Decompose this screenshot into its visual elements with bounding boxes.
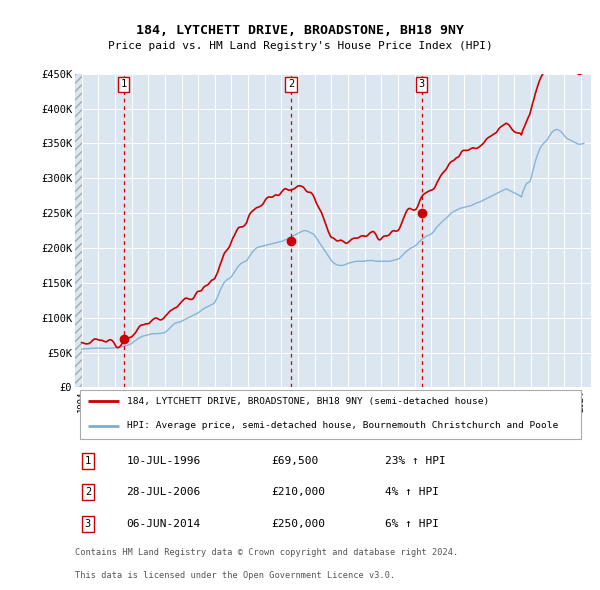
Text: 1: 1 [85, 456, 91, 466]
FancyBboxPatch shape [80, 389, 581, 439]
Text: HPI: Average price, semi-detached house, Bournemouth Christchurch and Poole: HPI: Average price, semi-detached house,… [127, 421, 558, 431]
Text: 2: 2 [288, 79, 294, 89]
Text: £250,000: £250,000 [271, 519, 325, 529]
Text: 28-JUL-2006: 28-JUL-2006 [127, 487, 201, 497]
Text: This data is licensed under the Open Government Licence v3.0.: This data is licensed under the Open Gov… [75, 571, 395, 580]
Text: £69,500: £69,500 [271, 456, 319, 466]
Text: Price paid vs. HM Land Registry's House Price Index (HPI): Price paid vs. HM Land Registry's House … [107, 41, 493, 51]
Text: £210,000: £210,000 [271, 487, 325, 497]
Text: 6% ↑ HPI: 6% ↑ HPI [385, 519, 439, 529]
Bar [75, 74, 82, 388]
Text: 184, LYTCHETT DRIVE, BROADSTONE, BH18 9NY (semi-detached house): 184, LYTCHETT DRIVE, BROADSTONE, BH18 9N… [127, 397, 489, 406]
Text: 06-JUN-2014: 06-JUN-2014 [127, 519, 201, 529]
Text: 184, LYTCHETT DRIVE, BROADSTONE, BH18 9NY: 184, LYTCHETT DRIVE, BROADSTONE, BH18 9N… [136, 24, 464, 37]
Text: 23% ↑ HPI: 23% ↑ HPI [385, 456, 445, 466]
Text: 3: 3 [419, 79, 425, 89]
Text: 10-JUL-1996: 10-JUL-1996 [127, 456, 201, 466]
Text: 3: 3 [85, 519, 91, 529]
Text: 2: 2 [85, 487, 91, 497]
Text: 4% ↑ HPI: 4% ↑ HPI [385, 487, 439, 497]
Text: Contains HM Land Registry data © Crown copyright and database right 2024.: Contains HM Land Registry data © Crown c… [75, 548, 458, 556]
Text: 1: 1 [121, 79, 127, 89]
